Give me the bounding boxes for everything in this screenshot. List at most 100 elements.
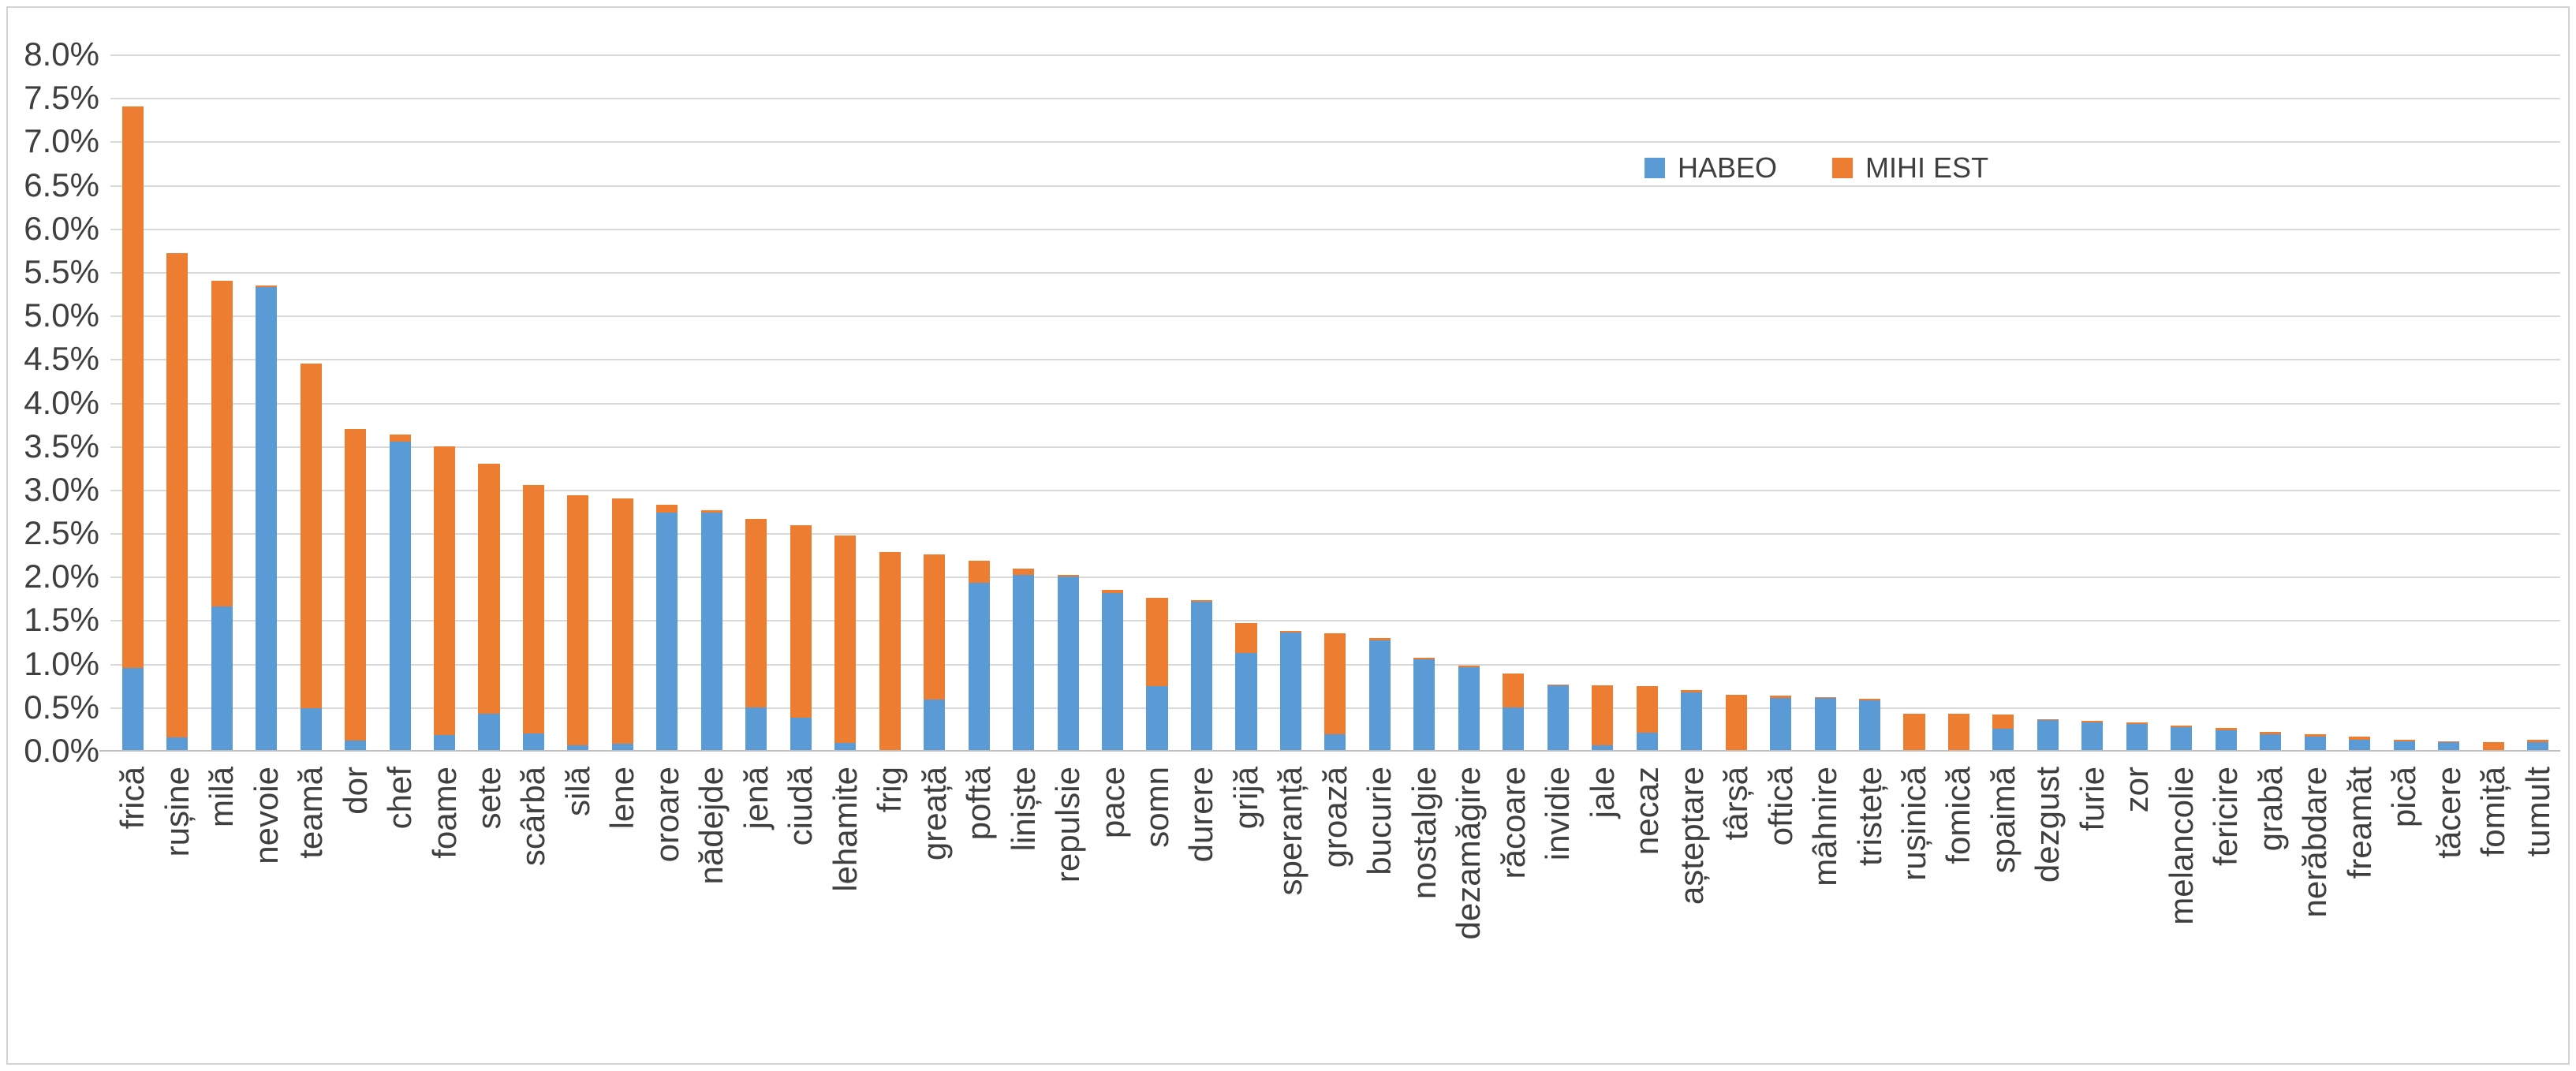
segment-habeo — [1592, 745, 1614, 751]
stacked-bar — [211, 54, 233, 751]
segment-mihi-est — [834, 536, 857, 744]
stacked-bar — [656, 54, 678, 751]
y-axis-label: 1.0% — [24, 644, 99, 682]
segment-habeo — [968, 582, 990, 751]
bar-slot — [289, 54, 333, 751]
segment-mihi-est — [1681, 689, 1703, 693]
segment-mihi-est — [745, 519, 767, 707]
x-label-slot: ciudă — [778, 767, 823, 1066]
segment-habeo — [2215, 730, 2237, 751]
y-axis-label: 6.0% — [24, 209, 99, 247]
bar-slot — [2337, 54, 2381, 751]
stacked-bar — [345, 54, 367, 751]
segment-mihi-est — [1458, 665, 1480, 668]
y-axis-label: 2.5% — [24, 514, 99, 552]
bar-slot — [1491, 54, 1536, 751]
x-label-slot: mâhnire — [1803, 767, 1847, 1066]
segment-habeo — [2260, 734, 2282, 751]
segment-habeo — [924, 699, 946, 751]
segment-habeo — [1057, 577, 1079, 751]
stacked-bar — [1279, 54, 1301, 751]
bar-slot — [2249, 54, 2293, 751]
stacked-bar — [2527, 54, 2549, 751]
y-axis-ticks: 8.0% 7.5% 7.0% 6.5% 6.0% 5.5% 5.0% 4.5% 4.0% 3.5%… — [0, 0, 99, 1071]
x-label-slot: necaz — [1625, 767, 1669, 1066]
x-label-slot: lene — [600, 767, 644, 1066]
segment-habeo — [1235, 653, 1257, 751]
segment-habeo — [2037, 720, 2059, 751]
x-axis-label: silă — [558, 767, 596, 817]
stacked-bar — [389, 54, 411, 751]
bar-slot — [1090, 54, 1134, 751]
segment-habeo — [1681, 692, 1703, 751]
segment-habeo — [433, 735, 456, 751]
segment-mihi-est — [1368, 637, 1391, 640]
x-label-slot: jenă — [734, 767, 778, 1066]
x-axis-label: repulsie — [1049, 767, 1087, 883]
bar-slot — [200, 54, 244, 751]
x-axis-label: grabă — [2251, 767, 2289, 852]
segment-mihi-est — [2081, 721, 2104, 722]
segment-mihi-est — [1814, 696, 1836, 698]
x-axis-label: dor — [336, 767, 374, 815]
bar-slot — [333, 54, 377, 751]
stacked-bar — [2482, 54, 2504, 751]
legend-label-habeo: HABEO — [1678, 151, 1778, 184]
bar-slot — [1224, 54, 1268, 751]
bar-slot — [110, 54, 155, 751]
segment-mihi-est — [2215, 728, 2237, 730]
x-label-slot: pace — [1090, 767, 1134, 1066]
segment-habeo — [834, 743, 857, 751]
segment-mihi-est — [700, 510, 722, 513]
x-label-slot: lehamite — [823, 767, 868, 1066]
x-axis-label: fomică — [1939, 767, 1977, 864]
y-axis-label: 6.5% — [24, 166, 99, 203]
x-label-slot: nădejde — [689, 767, 734, 1066]
bar-slot — [1847, 54, 1891, 751]
bar-slot — [1580, 54, 1624, 751]
stacked-bar — [1903, 54, 1925, 751]
x-label-slot: durere — [1179, 767, 1223, 1066]
legend-swatch-mihi-est — [1832, 158, 1854, 178]
stacked-bar — [2260, 54, 2282, 751]
x-label-slot: târșă — [1714, 767, 1758, 1066]
segment-habeo — [345, 740, 367, 751]
x-axis-label: tristețe — [1850, 767, 1888, 867]
stacked-bar — [1770, 54, 1792, 751]
y-axis-label: 0.0% — [24, 732, 99, 769]
segment-mihi-est — [522, 485, 544, 733]
segment-mihi-est — [211, 280, 233, 606]
segment-mihi-est — [656, 504, 678, 513]
x-axis-label: oftică — [1761, 767, 1799, 846]
x-axis-labels: frică rușine milă nevoie teamă dor chef foame se… — [110, 767, 2560, 1066]
x-axis-label: târșă — [1717, 767, 1755, 841]
segment-habeo — [1013, 575, 1035, 751]
segment-mihi-est — [968, 561, 990, 583]
stacked-bar — [1190, 54, 1213, 751]
segment-mihi-est — [1770, 696, 1792, 698]
x-label-slot: nevoie — [244, 767, 288, 1066]
gridline — [110, 141, 2560, 144]
x-axis-label: grijă — [1226, 767, 1264, 830]
x-label-slot: rușine — [155, 767, 199, 1066]
x-label-slot: poftă — [957, 767, 1001, 1066]
bar-slot — [2115, 54, 2159, 751]
x-axis-label: poftă — [960, 767, 998, 841]
bar-slot — [2070, 54, 2115, 751]
x-axis-label: fomiță — [2474, 767, 2512, 857]
segment-mihi-est — [345, 428, 367, 741]
segment-mihi-est — [121, 106, 144, 669]
stacked-bar — [1235, 54, 1257, 751]
stacked-bar — [1547, 54, 1569, 751]
bar-slot — [1357, 54, 1402, 751]
y-axis-label: 4.0% — [24, 383, 99, 421]
stacked-bar — [1057, 54, 1079, 751]
segment-mihi-est — [1190, 600, 1213, 603]
x-label-slot: fomică — [1936, 767, 1981, 1066]
segment-mihi-est — [2037, 719, 2059, 721]
segment-mihi-est — [1235, 622, 1257, 654]
gridline — [110, 271, 2560, 274]
gridline — [110, 359, 2560, 361]
bar-slot — [823, 54, 868, 751]
x-label-slot: milă — [200, 767, 244, 1066]
